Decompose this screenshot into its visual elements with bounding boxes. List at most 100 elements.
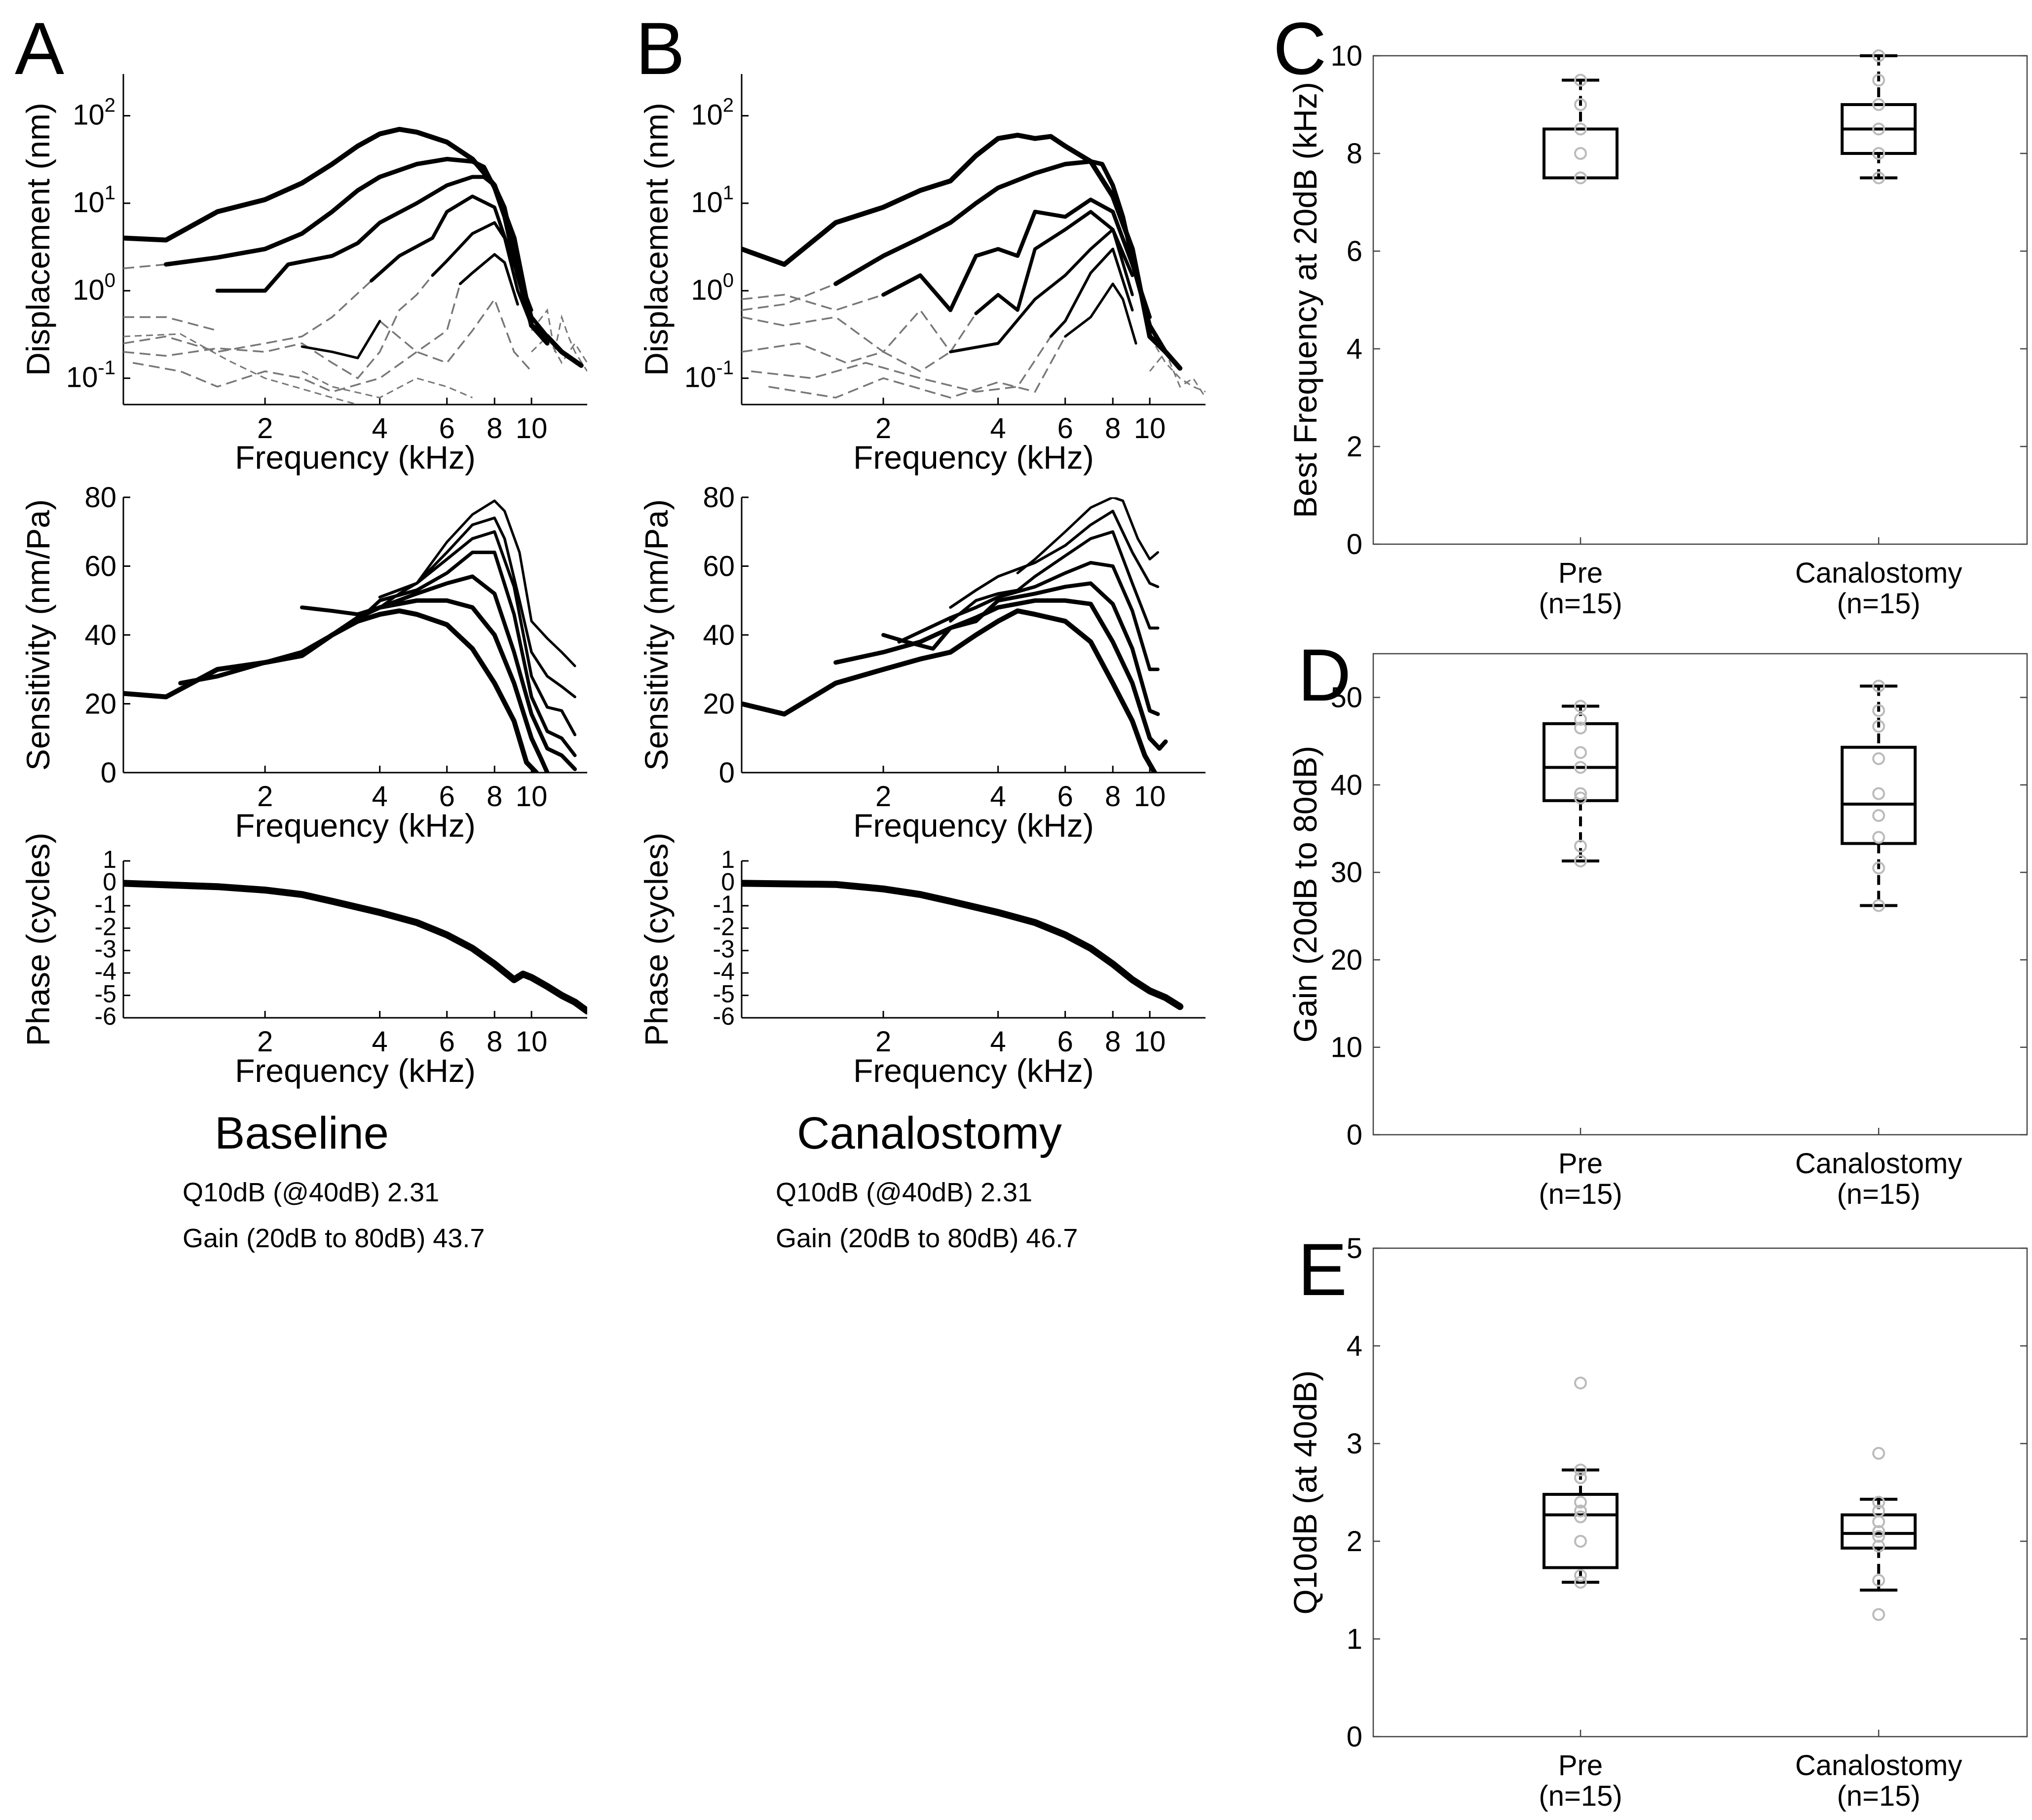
panel-b-sensitivity-chart: 2 4 6 8 10 Frequency (kHz) 0 20 40 60 80 Sensitivit… [638,482,1205,844]
y-tick-label: 20 [84,688,116,720]
x-axis-title: Frequency (kHz) [853,439,1094,476]
data-point [1574,791,1587,805]
y-tick-label: 80 [703,482,735,514]
plot-area [123,880,587,1015]
x-tick-label: 10 [516,780,548,813]
y-tick-label: 0 [1347,528,1362,560]
noise-trace [123,333,358,405]
x-tick-label: 8 [1105,1026,1121,1058]
panel-letter-e: E [1298,1228,1347,1311]
plot-frame [1372,1247,2028,1738]
y-tick-label: -5 [713,980,735,1008]
y-tick-label: -3 [713,935,735,963]
y-tick-label: 0 [1347,1721,1362,1753]
y-tick-label: 10 [1330,1032,1362,1064]
canalostomy-q10-text: Q10dB (@40dB) 2.31 [776,1178,1032,1207]
y-tick-label: 100 [691,269,734,306]
y-tick-label: 101 [73,182,115,219]
x-category-label: Pre [1558,557,1603,589]
series-20dB-dashed [379,297,532,372]
series-70dB-dashed [123,263,166,269]
y-tick-label: -2 [713,913,735,940]
data-point [1574,122,1587,136]
series-20dB [1064,282,1137,345]
box-group-canalostomy: Canalostomy(n=15) [1795,679,1962,1210]
data-point [1872,147,1885,160]
x-tick-label: 10 [516,1026,548,1058]
x-tick-label: 6 [1057,780,1073,813]
y-tick-label: 10-1 [684,357,734,394]
series-20dB [1016,497,1159,574]
y-tick-label: 20 [1330,944,1362,976]
box-group-canalostomy: Canalostomy(n=15) [1795,1447,1962,1812]
series-60dB-dashed [742,294,884,311]
x-tick-label: 8 [487,1026,502,1058]
series-70dB [164,156,550,346]
y-tick-label: 1 [721,846,735,873]
y-tick-label: -6 [713,1003,735,1030]
y-tick-label: 0 [721,868,735,895]
data-point [1574,840,1587,853]
y-tick-label: 8 [1347,138,1362,170]
y-tick-label: 2 [1347,1525,1362,1558]
series-30dB [458,253,519,306]
data-point [1574,1569,1587,1582]
y-tick-label: -2 [95,913,116,940]
x-tick-label: 2 [257,1026,273,1058]
x-category-n: (n=15) [1539,1178,1622,1210]
x-tick-label: 10 [516,412,548,445]
series-30dB [1049,247,1134,338]
y-tick-label: 0 [719,757,735,789]
data-point [1574,787,1587,800]
y-tick-label: 0 [101,757,116,789]
panel-a-sensitivity-chart: 2 4 6 8 10 Frequency (kHz) 0 20 40 60 80 Sensitivit… [20,482,587,844]
data-point [1872,809,1885,822]
y-axis-title: Displacement (nm) [638,103,675,376]
x-category-n: (n=15) [1539,1780,1622,1812]
y-tick-label: 20 [703,688,735,720]
series-40dB-dashed [123,274,433,379]
y-tick-label: 50 [1330,682,1362,714]
x-tick-label: 4 [990,412,1006,445]
y-tick-label: 4 [1347,333,1362,365]
data-point [1574,746,1587,759]
data-point [1872,1525,1885,1538]
data-point [1872,122,1885,136]
y-axis-title: Phase (cycles) [20,833,56,1046]
series-40dB [949,228,1134,354]
y-tick-label: 6 [1347,235,1362,267]
baseline-gain-text: Gain (20dB to 80dB) 43.7 [183,1224,485,1253]
data-point [1574,700,1587,713]
x-tick-label: 8 [487,412,502,445]
series-80dB [742,608,1157,773]
y-tick-label: 2 [1347,431,1362,463]
data-point [1872,752,1885,765]
y-tick-label: -1 [95,891,116,918]
noise-trace [1149,336,1205,393]
x-tick-label: 6 [439,412,455,445]
y-tick-label: -5 [95,980,116,1008]
y-tick-label: -4 [713,958,735,985]
y-tick-label: 40 [1330,769,1362,801]
series-50dB [330,551,577,757]
y-tick-label: 100 [73,269,115,306]
series-40dB-dashed [742,342,951,372]
plot-area [123,499,577,773]
x-category-label: Pre [1558,1749,1603,1782]
series-70dB [833,159,1168,354]
plot-area [742,880,1184,1010]
data-point [1872,787,1885,800]
x-axis-title: Frequency (kHz) [853,807,1094,844]
x-axis-title: Frequency (kHz) [853,1052,1094,1089]
y-tick-label: 10-1 [66,357,115,394]
x-tick-label: 6 [439,1026,455,1058]
y-tick-label: 10 [1330,40,1362,72]
data-point [1574,1535,1587,1548]
noise-trace [531,335,587,365]
y-tick-label: -4 [95,958,116,985]
y-tick-label: 102 [691,95,734,131]
series-30dB [949,510,1160,609]
data-point [1872,49,1885,62]
